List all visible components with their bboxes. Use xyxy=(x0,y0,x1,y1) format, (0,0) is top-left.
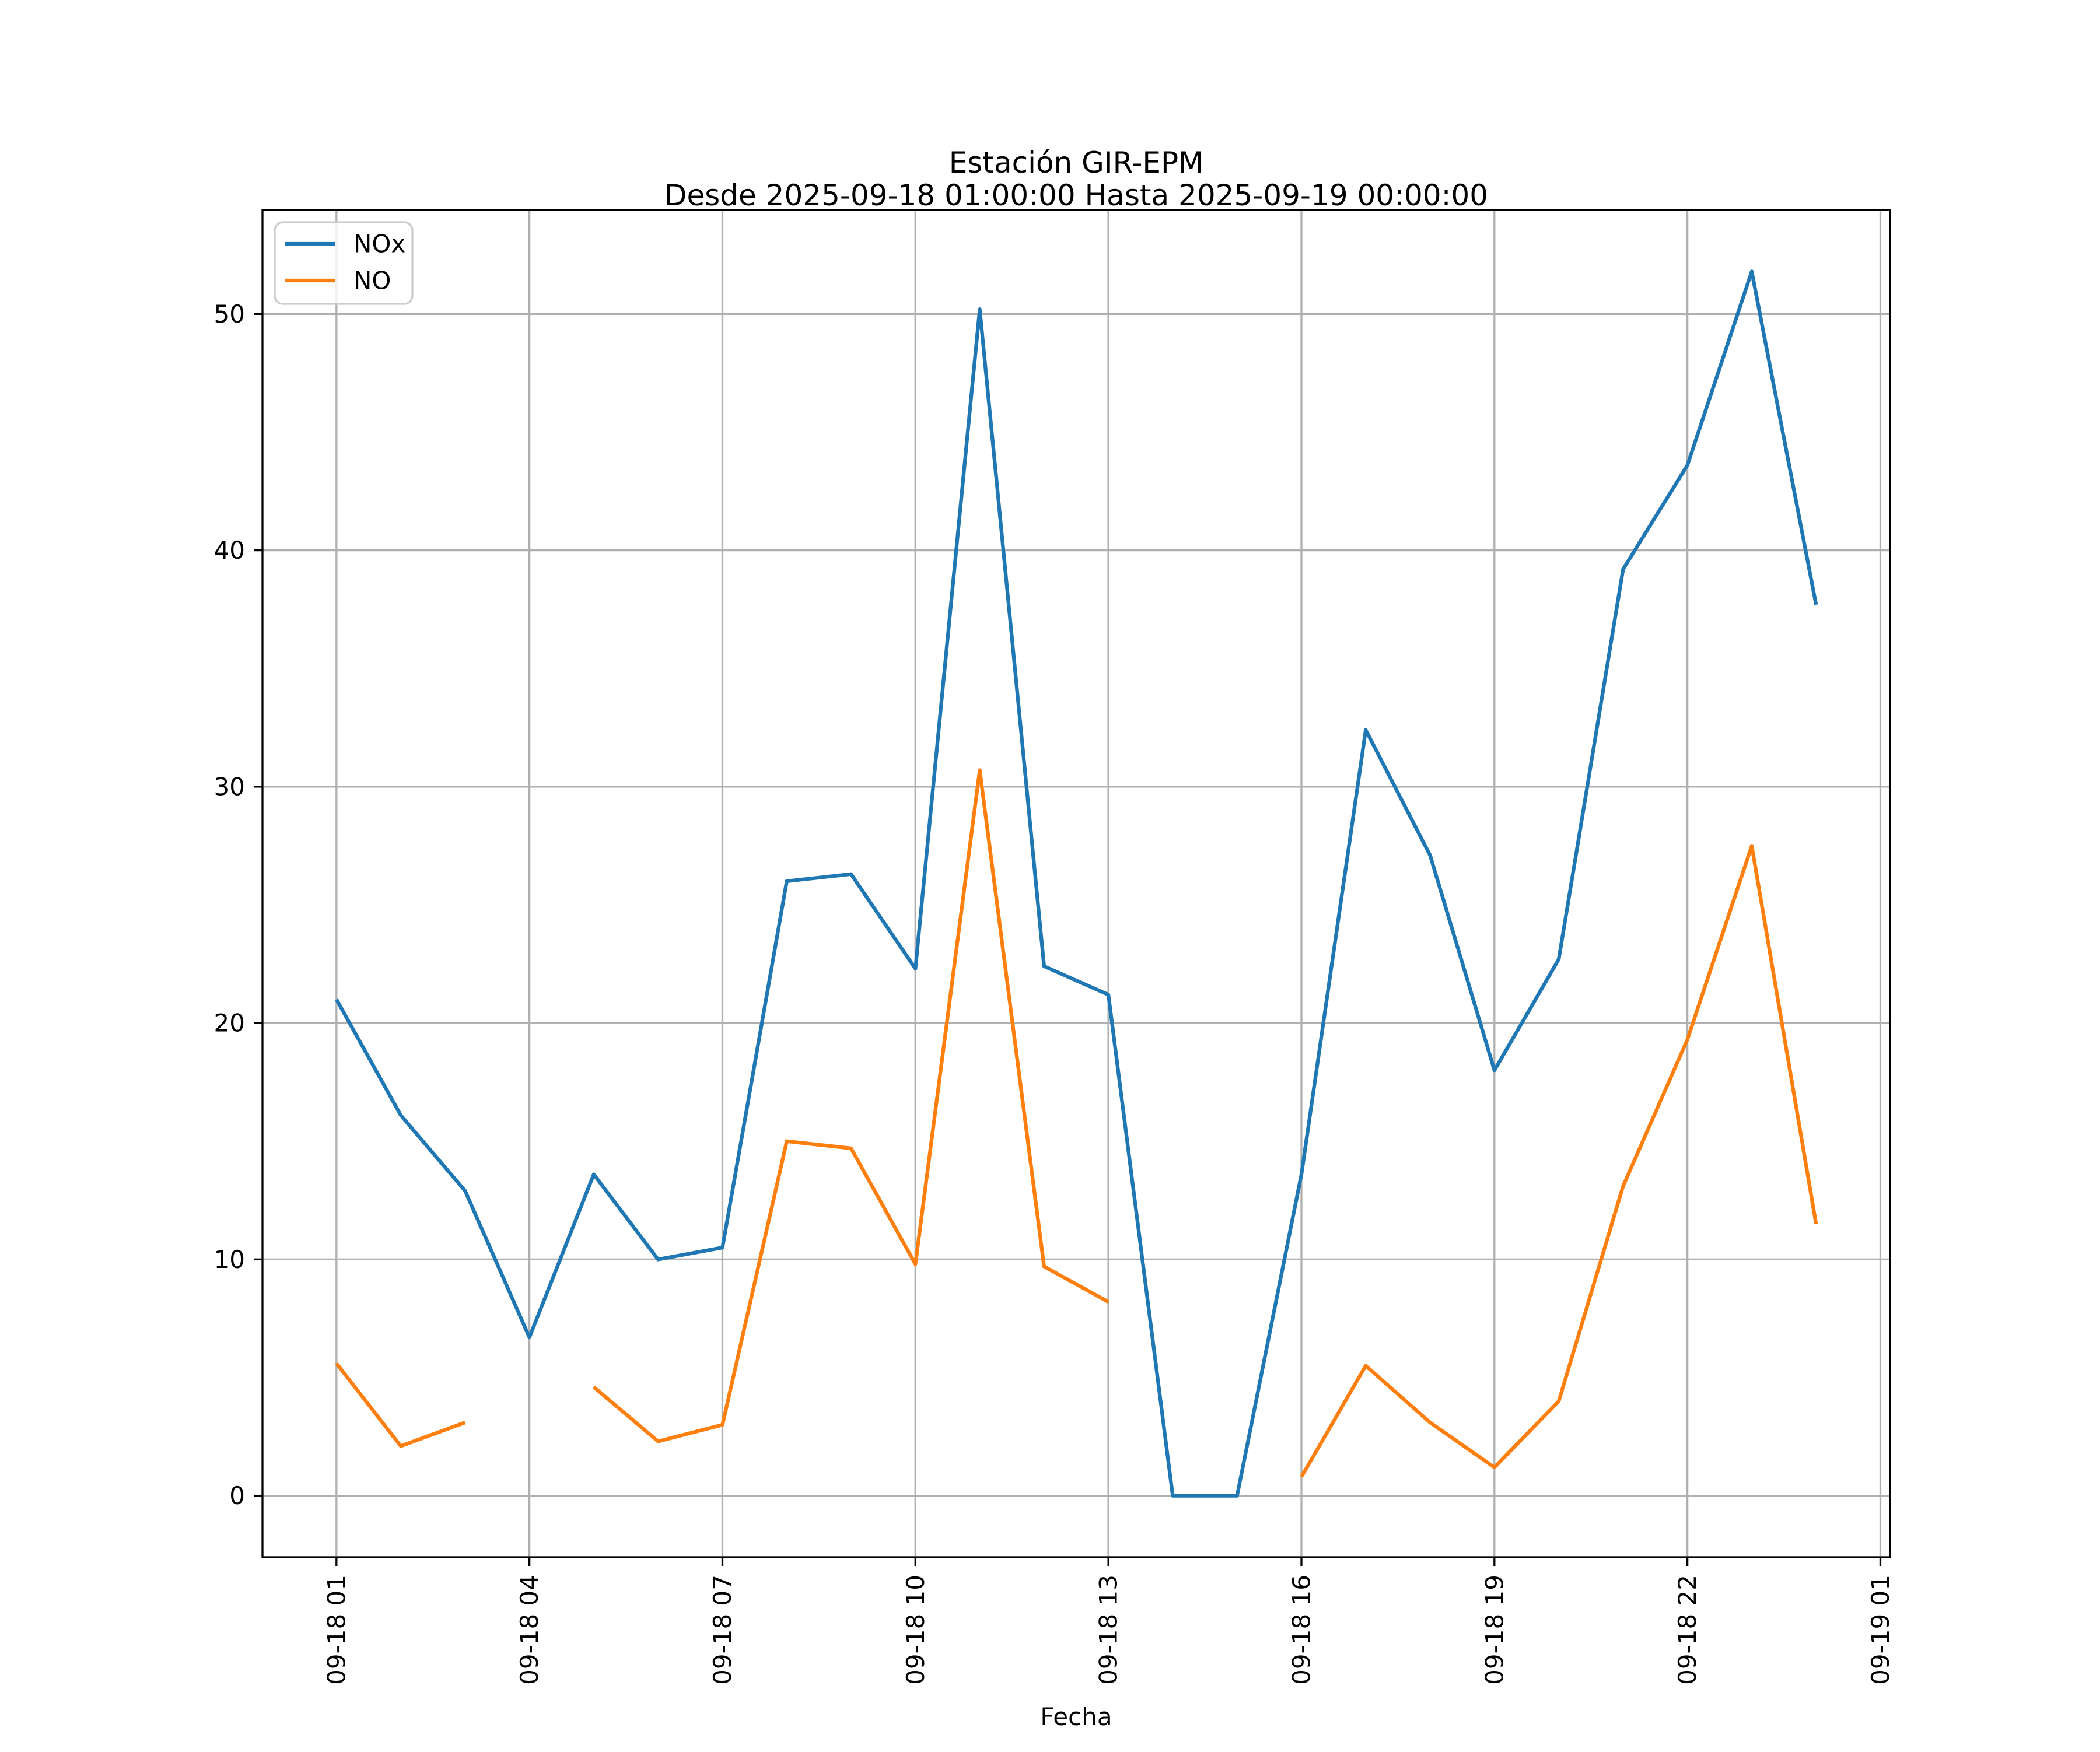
no-line xyxy=(1300,844,1818,1478)
y-tick-label: 10 xyxy=(214,1245,245,1274)
x-tick-label: 09-18 16 xyxy=(1287,1575,1315,1685)
x-tick-label: 09-18 19 xyxy=(1480,1575,1508,1685)
x-axis-label: Fecha xyxy=(1040,1702,1112,1731)
chart-title: Estación GIR-EPM xyxy=(949,146,1204,180)
x-tick-label: 09-18 01 xyxy=(322,1575,351,1685)
y-tick-label: 40 xyxy=(214,536,245,565)
x-tick-label: 09-18 13 xyxy=(1094,1575,1123,1685)
no-line xyxy=(592,768,1110,1443)
x-tick-label: 09-18 04 xyxy=(515,1575,544,1685)
y-tick-label: 30 xyxy=(214,772,245,801)
x-tick-label: 09-19 01 xyxy=(1866,1575,1895,1685)
y-tick-label: 20 xyxy=(214,1009,245,1038)
no-line xyxy=(335,1362,466,1448)
legend-label-nox: NOx xyxy=(354,230,405,258)
y-tick-label: 50 xyxy=(214,300,245,328)
y-tick-label: 0 xyxy=(229,1481,245,1510)
chart-subtitle: Desde 2025-09-18 01:00:00 Hasta 2025-09-… xyxy=(664,178,1488,212)
x-tick-label: 09-18 10 xyxy=(901,1575,930,1685)
nox-line xyxy=(335,269,1818,1498)
grid-layer xyxy=(262,210,1890,1557)
axes-layer: 09-18 01 09-18 04 09-18 07 09-18 10 09-18 13… xyxy=(214,209,1895,1685)
legend-label-no: NO xyxy=(354,267,391,295)
series-layer xyxy=(335,269,1818,1498)
x-tick-label: 09-18 07 xyxy=(708,1575,737,1685)
plot-border xyxy=(261,209,1891,1558)
x-tick-label: 09-18 22 xyxy=(1673,1575,1702,1685)
legend: NOx NO xyxy=(274,221,414,305)
